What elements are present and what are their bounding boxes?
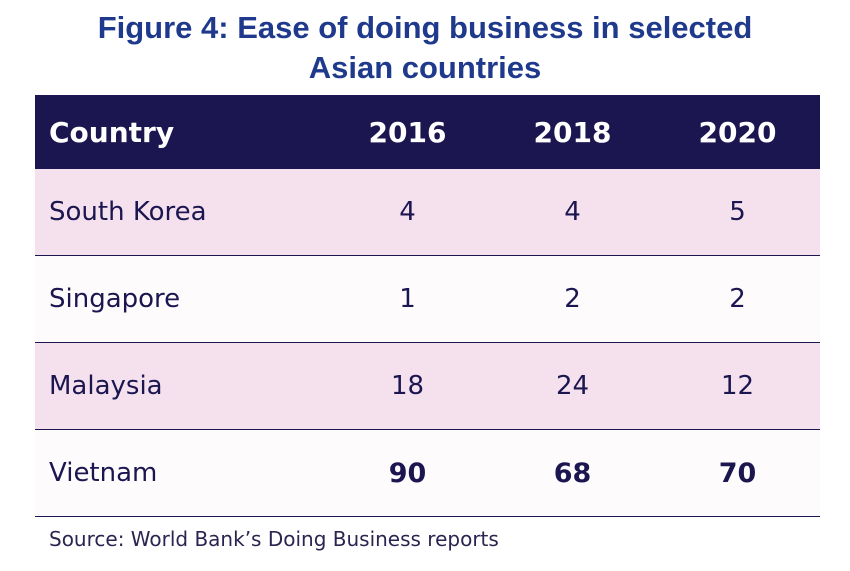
country-cell: Singapore	[35, 255, 325, 343]
value-cell: 70	[655, 429, 820, 517]
table-row: Singapore 1 2 2	[35, 255, 820, 343]
table-row: South Korea 4 4 5	[35, 169, 820, 256]
value-cell: 24	[490, 342, 655, 430]
chart-title: Figure 4: Ease of doing business in sele…	[0, 8, 850, 88]
ranking-table: Country 2016 2018 2020 South Korea 4 4 5…	[35, 95, 820, 517]
header-country: Country	[35, 95, 325, 169]
value-cell: 68	[490, 429, 655, 517]
value-cell: 5	[655, 169, 820, 256]
table-row: Malaysia 18 24 12	[35, 342, 820, 430]
source-note: Source: World Bank’s Doing Business repo…	[49, 527, 499, 551]
value-cell: 12	[655, 342, 820, 430]
value-cell: 2	[655, 255, 820, 343]
value-cell: 2	[490, 255, 655, 343]
title-line-2: Asian countries	[308, 50, 542, 85]
table-row: Vietnam 90 68 70	[35, 429, 820, 517]
country-cell: South Korea	[35, 169, 325, 256]
header-2018: 2018	[490, 95, 655, 169]
value-cell: 18	[325, 342, 490, 430]
value-cell: 1	[325, 255, 490, 343]
value-cell: 4	[490, 169, 655, 256]
header-row: Country 2016 2018 2020	[35, 95, 820, 169]
title-line-1: Figure 4: Ease of doing business in sele…	[97, 10, 753, 45]
header-2016: 2016	[325, 95, 490, 169]
header-2020: 2020	[655, 95, 820, 169]
country-cell: Malaysia	[35, 342, 325, 430]
value-cell: 90	[325, 429, 490, 517]
value-cell: 4	[325, 169, 490, 256]
country-cell: Vietnam	[35, 429, 325, 517]
